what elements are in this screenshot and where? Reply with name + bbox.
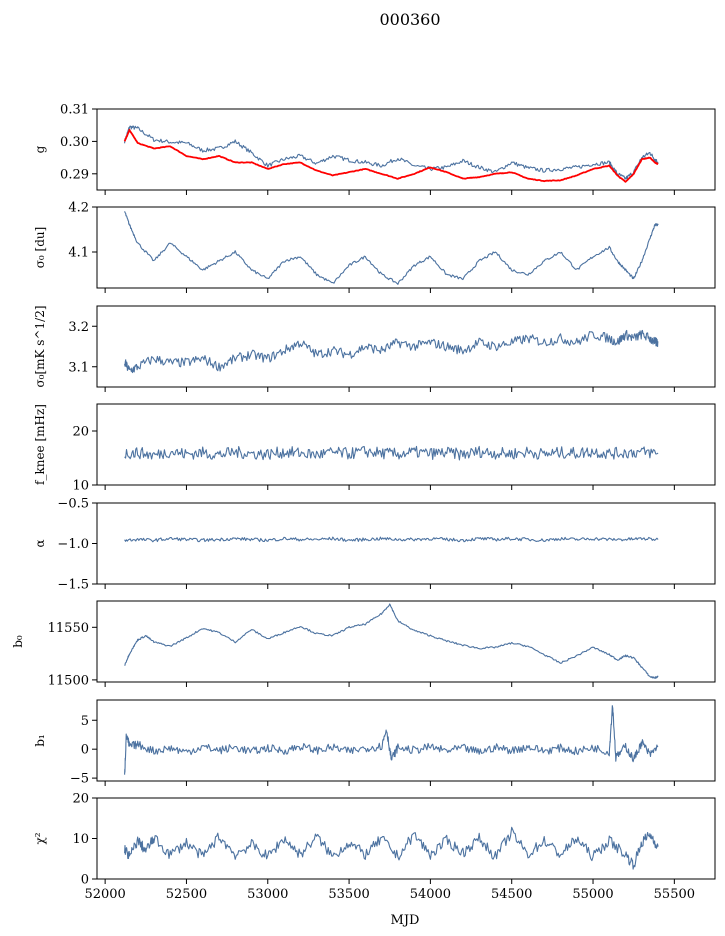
y-tick-label: 10 bbox=[72, 479, 89, 494]
panel-sigma0_du: 4.1 4.2 σ₀ [du] bbox=[33, 201, 716, 293]
x-tick-label: 53500 bbox=[328, 887, 369, 902]
series-line-sigma0_mk-0 bbox=[124, 329, 659, 374]
series-line-chi2-0 bbox=[124, 826, 659, 870]
series-line-g-1 bbox=[123, 128, 659, 183]
axes-frame bbox=[96, 600, 716, 683]
x-tick-label: 52500 bbox=[166, 887, 207, 902]
y-tick-label: 20 bbox=[72, 792, 89, 807]
y-tick-label: 0.30 bbox=[60, 135, 89, 150]
y-tick-label: −1.0 bbox=[57, 537, 89, 552]
x-tick-label: 55000 bbox=[572, 887, 613, 902]
y-tick-label: −5 bbox=[70, 772, 89, 787]
x-axis-label: MJD bbox=[391, 913, 420, 928]
y-axis-label: f_knee [mHz] bbox=[33, 404, 47, 485]
panel-chi2: 0 10 20 52000 52500 53000 53500 54000 54500 55000… bbox=[33, 792, 716, 902]
y-axis-label: b₀ bbox=[11, 635, 25, 648]
series-line-fknee-0 bbox=[124, 445, 659, 461]
series-line-b1-0 bbox=[124, 705, 659, 775]
axes-frame bbox=[96, 108, 716, 191]
series-line-sigma0_du-0 bbox=[124, 211, 659, 285]
series-line-b0-0 bbox=[124, 603, 659, 679]
y-tick-label: 0 bbox=[81, 743, 89, 758]
axes-frame bbox=[96, 502, 716, 585]
y-tick-label: 0 bbox=[81, 873, 89, 888]
y-axis-label: g bbox=[33, 145, 47, 153]
y-axis-label: σ₀ [du] bbox=[33, 227, 47, 269]
panel-alpha: −1.5 −1.0 −0.5 α bbox=[33, 497, 716, 593]
axes-frame bbox=[96, 797, 716, 880]
x-tick-label: 53000 bbox=[247, 887, 288, 902]
y-tick-label: 11500 bbox=[48, 673, 89, 688]
y-tick-label: 3.1 bbox=[68, 360, 89, 375]
y-tick-label: 20 bbox=[72, 425, 89, 440]
panel-b1: −5 0 5 b₁ bbox=[33, 699, 716, 787]
panel-b0: 11500 11550 b₀ bbox=[11, 600, 716, 688]
axes-frame bbox=[96, 305, 716, 388]
y-axis-label: b₁ bbox=[33, 734, 47, 747]
y-axis-label: χ² bbox=[33, 832, 47, 844]
panel-sigma0_mk: 3.1 3.2 σ₀[mK s^1/2] bbox=[33, 305, 716, 392]
x-tick-label: 55500 bbox=[654, 887, 695, 902]
y-tick-label: 3.2 bbox=[68, 320, 89, 335]
y-tick-label: 4.2 bbox=[68, 201, 89, 216]
y-axis-label: σ₀[mK s^1/2] bbox=[33, 305, 47, 387]
y-tick-label: 11550 bbox=[48, 621, 89, 636]
y-tick-label: −1.5 bbox=[57, 578, 89, 593]
y-axis-label: α bbox=[33, 539, 47, 547]
panels: 0.29 0.30 0.31 g 4.1 4.2 σ₀ [du] 3.1 3.2 σ₀[mK s^… bbox=[11, 103, 716, 902]
axes-frame bbox=[96, 206, 716, 289]
x-tick-label: 52000 bbox=[84, 887, 125, 902]
panel-fknee: 10 20 f_knee [mHz] bbox=[33, 403, 716, 494]
y-tick-label: 0.29 bbox=[60, 167, 89, 182]
panel-g: 0.29 0.30 0.31 g bbox=[33, 103, 716, 195]
axes-frame bbox=[96, 403, 716, 486]
figure-title: 000360 bbox=[379, 10, 440, 29]
y-tick-label: 4.1 bbox=[68, 246, 89, 261]
y-tick-label: 0.31 bbox=[60, 103, 89, 118]
series-line-g-0 bbox=[124, 125, 659, 180]
x-tick-label: 54500 bbox=[491, 887, 532, 902]
y-tick-label: 10 bbox=[72, 832, 89, 847]
series-line-alpha-0 bbox=[124, 536, 659, 543]
y-tick-label: 5 bbox=[81, 714, 89, 729]
y-tick-label: −0.5 bbox=[57, 497, 89, 512]
x-tick-label: 54000 bbox=[410, 887, 451, 902]
axes-frame bbox=[96, 699, 716, 782]
